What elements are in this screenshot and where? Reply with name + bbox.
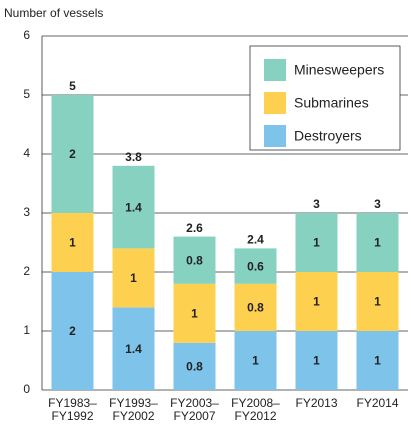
- bar-segment: [173, 236, 216, 284]
- value-label: 1: [69, 236, 76, 250]
- bar-segment: [295, 213, 338, 272]
- x-tick-label: FY2013: [295, 396, 337, 410]
- x-tick-label: FY2003– FY2007: [170, 396, 219, 423]
- bar-segment: [234, 248, 277, 284]
- total-label: 5: [69, 79, 76, 93]
- bar-segment: [234, 331, 277, 390]
- x-tick-label: FY1983– FY1992: [48, 396, 97, 423]
- value-label: 1: [374, 236, 381, 250]
- legend-label: Destroyers: [294, 128, 362, 144]
- legend-swatch: [264, 125, 286, 147]
- y-tick-label: 2: [23, 264, 30, 278]
- bar-segment: [173, 283, 216, 343]
- value-label: 1: [313, 354, 320, 368]
- bar-segment: [173, 342, 216, 390]
- bar-segment: [234, 283, 277, 331]
- value-label: 0.8: [247, 301, 264, 315]
- legend-swatch: [264, 59, 286, 81]
- y-tick-label: 1: [23, 323, 30, 337]
- total-label: 2.6: [186, 221, 203, 235]
- value-label: 1: [252, 354, 259, 368]
- x-tick-label: FY2008– FY2012: [231, 396, 280, 423]
- x-tick-label: FY2014: [356, 396, 398, 410]
- value-label: 0.8: [186, 360, 203, 374]
- bar-segment: [295, 331, 338, 390]
- bar-segment: [51, 95, 94, 213]
- total-label: 3: [374, 197, 381, 211]
- bar-segment: [356, 272, 399, 331]
- y-tick-label: 3: [23, 205, 30, 219]
- bar-segment: [356, 213, 399, 272]
- bar-segment: [112, 307, 155, 390]
- value-label: 1: [374, 354, 381, 368]
- bar-segment: [295, 272, 338, 331]
- bar-segment: [51, 272, 94, 390]
- value-label: 1: [130, 271, 137, 285]
- y-tick-label: 6: [23, 28, 30, 42]
- y-tick-label: 0: [23, 382, 30, 396]
- value-label: 2: [69, 147, 76, 161]
- legend-label: Minesweepers: [294, 62, 384, 78]
- y-tick-label: 4: [23, 146, 30, 160]
- bar-segment: [112, 248, 155, 308]
- y-tick-label: 5: [23, 87, 30, 101]
- bar-segment: [51, 213, 94, 272]
- total-label: 3: [313, 197, 320, 211]
- value-label: 1: [313, 295, 320, 309]
- value-label: 1: [191, 306, 198, 320]
- value-label: 0.6: [247, 259, 264, 273]
- total-label: 2.4: [247, 233, 264, 247]
- total-label: 3.8: [125, 150, 142, 164]
- value-label: 1.4: [125, 342, 142, 356]
- y-axis-label: Number of vessels: [4, 6, 103, 20]
- value-label: 1: [374, 295, 381, 309]
- x-tick-label: FY1993– FY2002: [109, 396, 158, 423]
- bar-segment: [356, 331, 399, 390]
- value-label: 0.8: [186, 253, 203, 267]
- bar-segment: [112, 165, 155, 249]
- value-label: 1.4: [125, 200, 142, 214]
- value-label: 2: [69, 324, 76, 338]
- value-label: 1: [313, 236, 320, 250]
- legend-swatch: [264, 92, 286, 114]
- legend-label: Submarines: [294, 95, 369, 111]
